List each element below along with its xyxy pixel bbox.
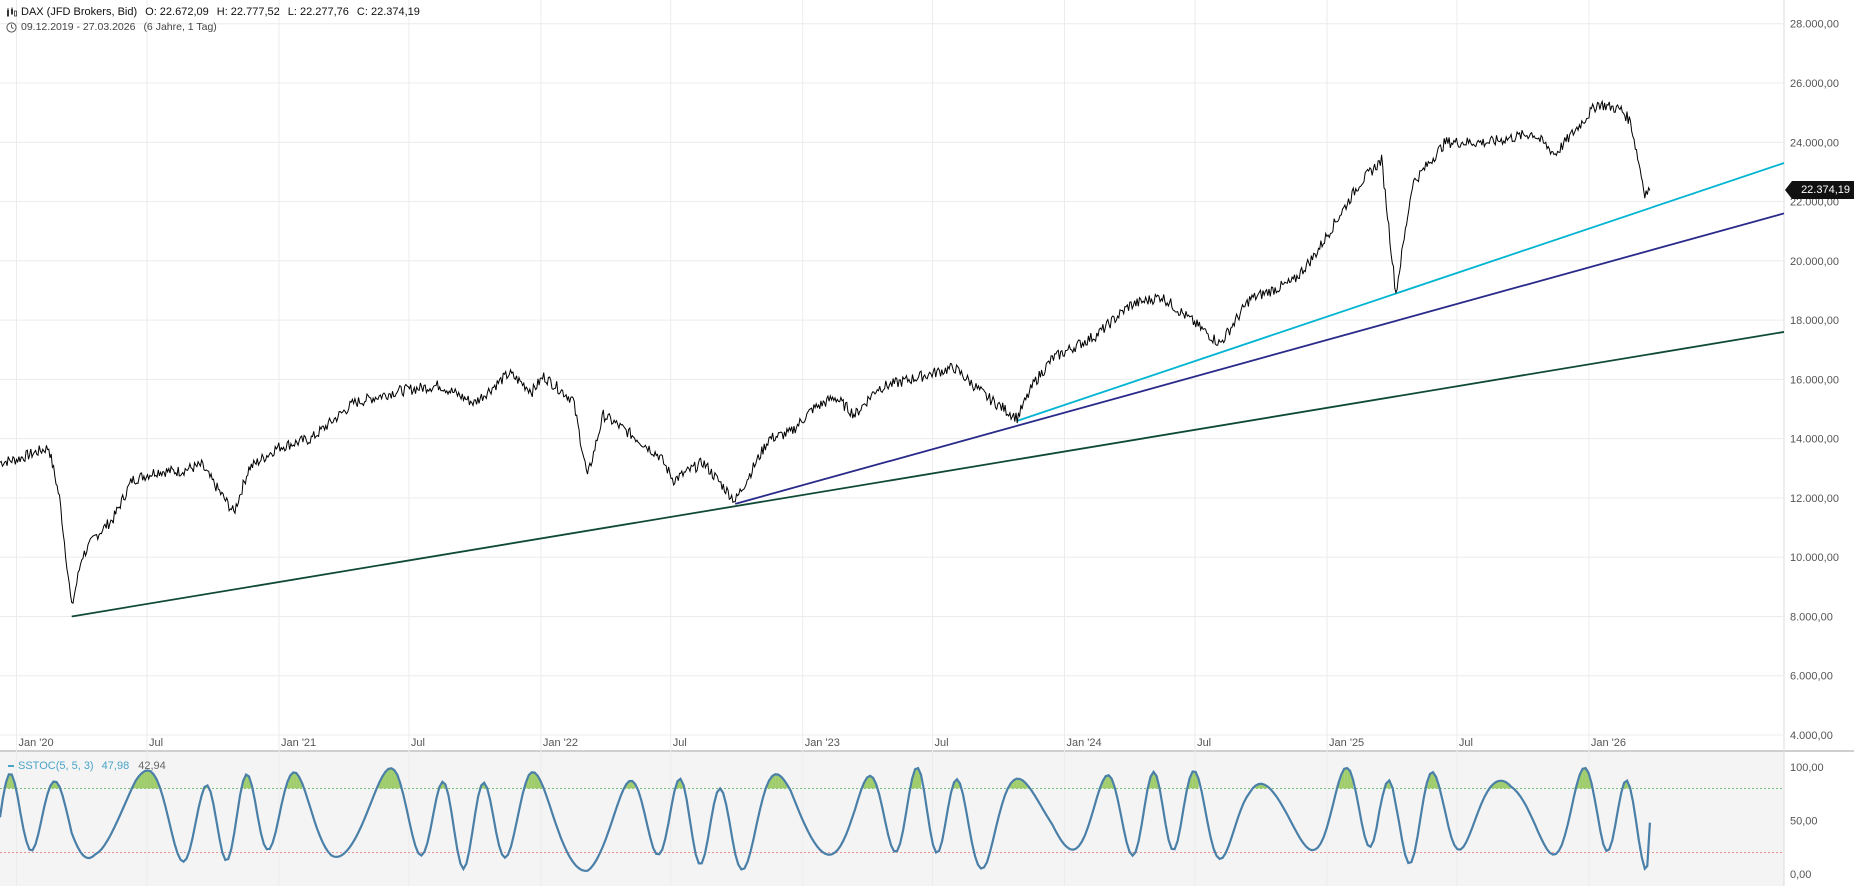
overbought-fill (8, 774, 12, 789)
price-line (0, 99, 1651, 605)
y-tick-label: 6.000,00 (1790, 671, 1833, 683)
overbought-fill (531, 772, 535, 789)
x-tick-label: Jan '24 (1067, 737, 1102, 749)
date-span: (6 Jahre, 1 Tag) (143, 21, 217, 33)
x-tick-label: Jul (149, 737, 163, 749)
clock-icon (6, 22, 17, 33)
y-tick-label: 24.000,00 (1790, 137, 1839, 149)
x-tick-label: Jul (1459, 737, 1473, 749)
y-tick-label: 22.000,00 (1790, 197, 1839, 209)
overbought-fill (870, 775, 874, 789)
overbought-fill (141, 771, 145, 789)
overbought-fill (144, 770, 148, 789)
y-tick-label: 12.000,00 (1790, 493, 1839, 505)
y-tick-label: 20.000,00 (1790, 256, 1839, 268)
overbought-fill (1016, 778, 1020, 789)
y-tick-label: 26.000,00 (1790, 78, 1839, 90)
overbought-fill (775, 774, 779, 789)
overbought-fill (1105, 775, 1109, 789)
stochastic-line (0, 766, 1651, 872)
trendline (71, 331, 1785, 618)
y-tick-label: 28.000,00 (1790, 19, 1839, 31)
indicator-label[interactable]: SSTOC(5, 5, 3) 47,98 42,94 (8, 760, 166, 772)
overbought-fill (629, 781, 633, 789)
overbought-fill (293, 772, 297, 789)
price-axis: 28.000,00 26.000,00 24.000,00 22.000,00 20.0… (1790, 19, 1839, 742)
overbought-fill (1013, 778, 1017, 789)
overbought-fill (53, 781, 57, 789)
overbought-fill (1429, 772, 1434, 789)
series-swatch (8, 765, 14, 768)
overbought-fill (388, 768, 392, 789)
overbought-fill (391, 768, 395, 789)
indicator-value-2: 42,94 (138, 760, 166, 772)
trendline (1016, 162, 1785, 422)
x-tick-label: Jan '25 (1329, 737, 1364, 749)
x-tick-label: Jan '23 (805, 737, 840, 749)
overbought-fill (915, 768, 919, 789)
indicator-value-1: 47,98 (101, 760, 130, 772)
date-range[interactable]: 09.12.2019 - 27.03.2026 (21, 21, 136, 33)
indicator-name: SSTOC(5, 5, 3) (18, 760, 94, 772)
overbought-fill (246, 774, 250, 789)
indicator-y-tick: 50,00 (1790, 816, 1818, 828)
close-value: C: 22.374,19 (356, 6, 420, 18)
stochastic-panel: 100,00 50,00 0,00 (0, 762, 1824, 881)
x-tick-label: Jul (1197, 737, 1211, 749)
y-tick-label: 18.000,00 (1790, 315, 1839, 327)
indicator-y-tick: 0,00 (1790, 869, 1811, 881)
overbought-fill (778, 774, 782, 789)
chart-header: DAX (JFD Brokers, Bid) O: 22.672,09 H: 2… (6, 5, 420, 35)
overbought-fill (1192, 771, 1196, 789)
last-price-badge: 22.374,19 (1785, 181, 1854, 200)
x-tick-label: Jul (411, 737, 425, 749)
trendlines (71, 162, 1785, 618)
overbought-fill (867, 775, 871, 789)
x-tick-label: Jul (935, 737, 949, 749)
x-tick-label: Jan '22 (543, 737, 578, 749)
high-value: H: 22.777,52 (216, 6, 280, 18)
instrument-name[interactable]: DAX (JFD Brokers, Bid) (21, 6, 138, 18)
overbought-fill (1344, 768, 1348, 789)
date-range-row: 09.12.2019 - 27.03.2026 (6 Jahre, 1 Tag) (6, 20, 420, 35)
x-tick-label: Jul (673, 737, 687, 749)
x-tick-label: Jan '20 (18, 737, 53, 749)
overbought-fill (1582, 768, 1586, 789)
overbought-fill (147, 770, 151, 789)
y-tick-label: 4.000,00 (1790, 730, 1833, 742)
time-axis: Jan '20 Jul Jan '21 Jul Jan '22 Jul Jan '23 Jul… (18, 737, 1626, 749)
low-value: L: 22.277,76 (287, 6, 349, 18)
overbought-fill (534, 772, 538, 789)
overbought-fill (1499, 780, 1503, 789)
overbought-fill (918, 768, 922, 789)
y-tick-label: 14.000,00 (1790, 434, 1839, 446)
x-tick-label: Jan '26 (1591, 737, 1626, 749)
open-value: O: 22.672,09 (145, 6, 209, 18)
indicator-y-tick: 100,00 (1790, 762, 1824, 774)
y-tick-label: 8.000,00 (1790, 611, 1833, 623)
price-series (0, 99, 1651, 605)
y-tick-label: 16.000,00 (1790, 374, 1839, 386)
trendline (735, 212, 1785, 505)
instrument-row: DAX (JFD Brokers, Bid) O: 22.672,09 H: 2… (6, 5, 420, 20)
candlestick-icon[interactable] (6, 7, 17, 18)
overbought-fill (1019, 778, 1023, 789)
overbought-fill (385, 768, 389, 789)
x-tick-label: Jan '21 (281, 737, 316, 749)
indicator-background (0, 752, 1784, 886)
overbought-fill (772, 774, 776, 789)
overbought-fill (1347, 768, 1351, 789)
y-tick-label: 10.000,00 (1790, 552, 1839, 564)
overbought-fill (153, 774, 157, 789)
overbought-fill (150, 771, 154, 789)
